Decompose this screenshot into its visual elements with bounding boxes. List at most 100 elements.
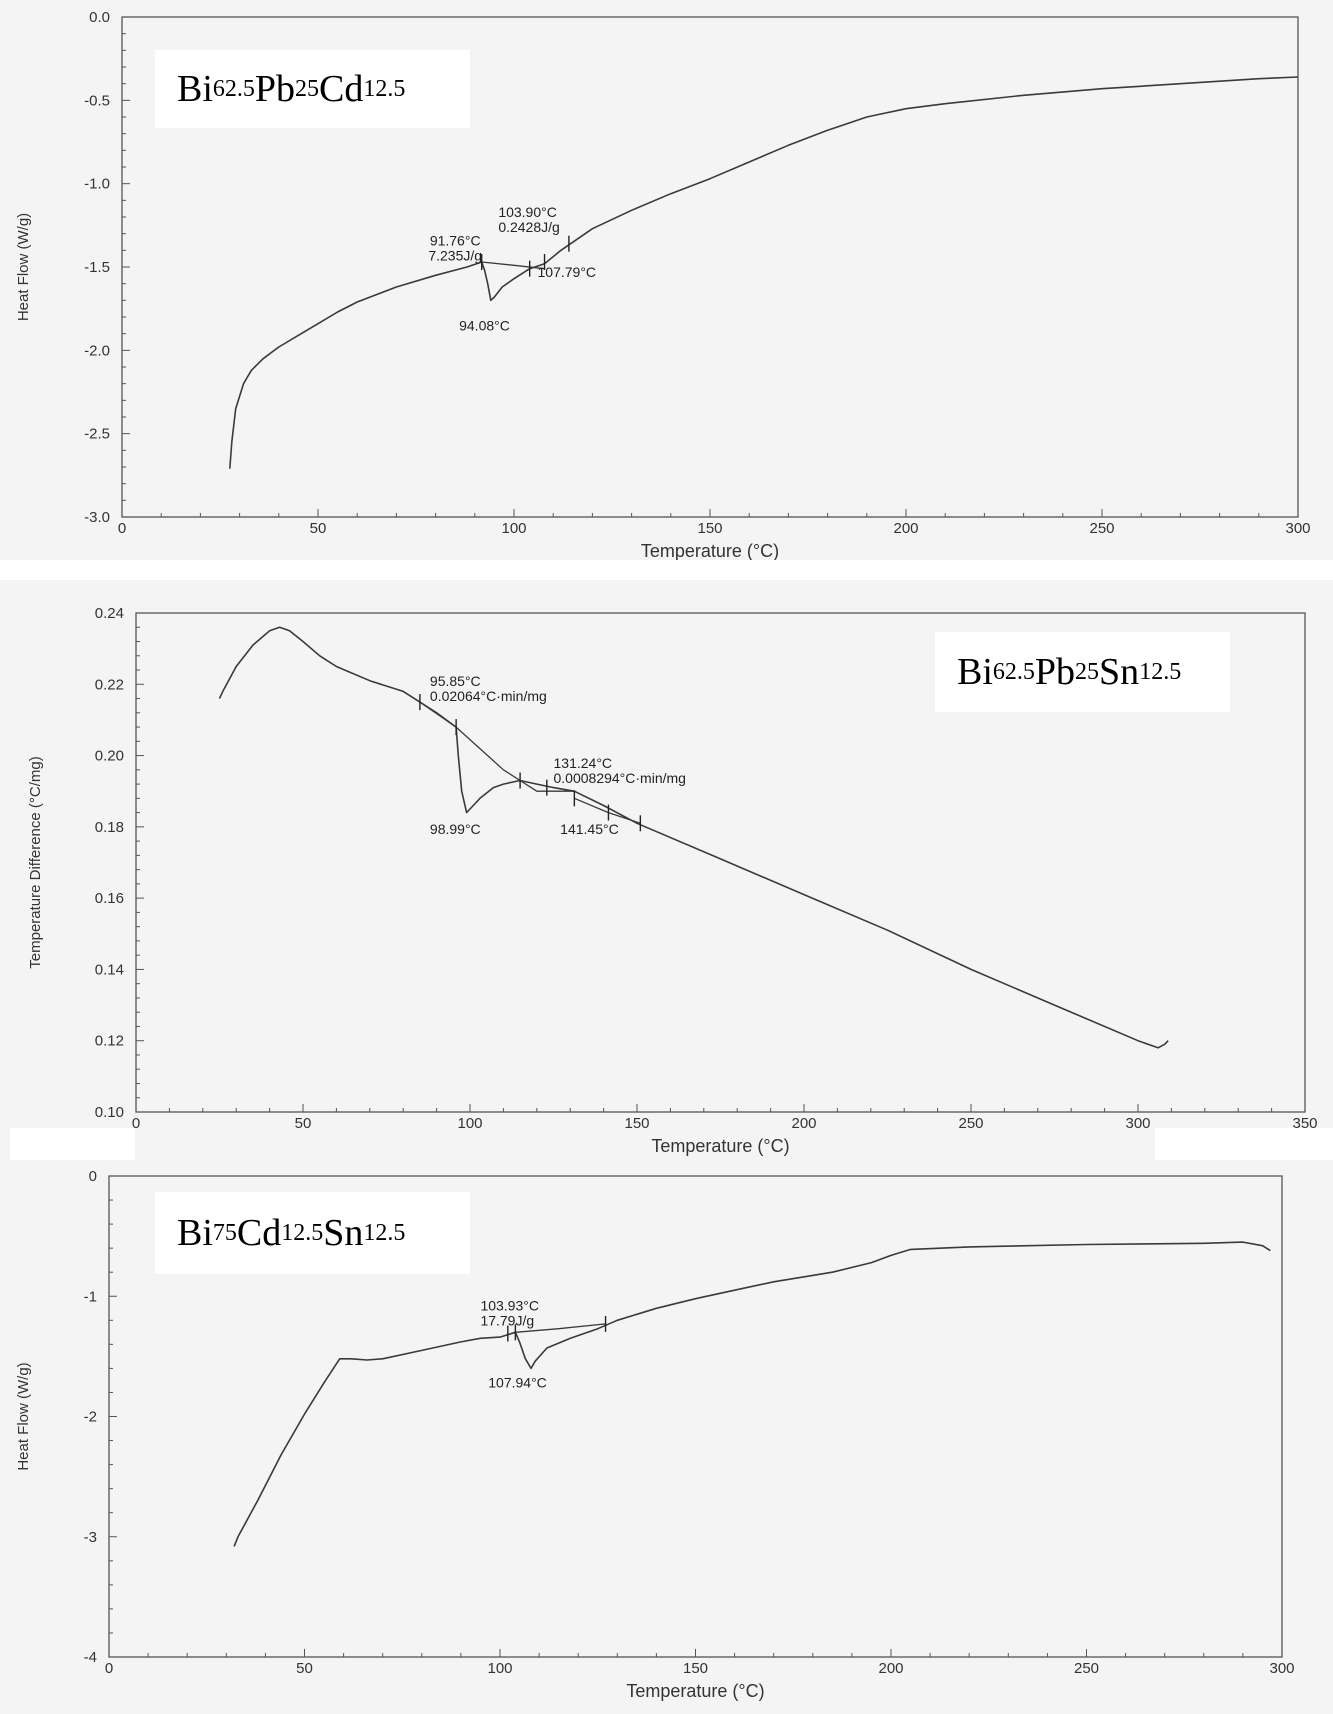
annotation-line: 7.235J/g — [428, 247, 482, 263]
baseline-construction-line — [515, 1323, 606, 1333]
element-symbol: Cd — [236, 1212, 282, 1254]
peak-annotation: 94.08°C — [459, 317, 510, 333]
data-series-line — [233, 1241, 1271, 1547]
x-tick-label: 200 — [878, 1660, 903, 1677]
scan-patch-right — [1155, 1128, 1333, 1160]
x-tick-label: 50 — [295, 1115, 312, 1132]
x-axis-label: Temperature (°C) — [651, 1136, 789, 1156]
element-symbol: Pb — [1034, 651, 1076, 693]
x-tick-label: 250 — [958, 1115, 983, 1132]
peak-annotation: 131.24°C 0.0008294°C·min/mg — [554, 755, 686, 786]
annotation-line: 94.08°C — [459, 317, 510, 333]
annotation-line: 103.93°C — [480, 1298, 539, 1314]
y-tick-label: 0.16 — [95, 890, 124, 907]
x-tick-label: 200 — [893, 520, 918, 537]
baseline-construction-line — [574, 797, 641, 824]
plot-frame — [135, 612, 1306, 1113]
x-tick-label: 0 — [105, 1660, 113, 1677]
peak-annotation: 103.93°C 17.79J/g — [480, 1298, 539, 1329]
element-fraction: 25 — [1075, 658, 1100, 685]
y-tick-label: -4 — [84, 1649, 97, 1666]
y-tick-label: -3.0 — [84, 509, 110, 526]
x-tick-label: 100 — [487, 1660, 512, 1677]
annotation-line: 103.90°C — [498, 204, 557, 220]
peak-annotation: 95.85°C 0.02064°C·min/mg — [430, 673, 547, 704]
annotation-line: 98.99°C — [430, 821, 481, 837]
y-tick-label: -0.5 — [84, 92, 110, 109]
y-tick-label: -2.0 — [84, 342, 110, 359]
chart-bi-cd-sn: 0 50 100 150 200 250 300 0 -1 -2 -3 -4 Temperature (… — [15, 1168, 1295, 1701]
y-axis-label: Temperature Difference (°C/mg) — [27, 756, 44, 968]
y-tick-label: 0.10 — [95, 1104, 124, 1121]
x-tick-label: 150 — [697, 520, 722, 537]
annotation-line: 0.0008294°C·min/mg — [554, 770, 686, 786]
y-tick-label: -1 — [84, 1288, 97, 1305]
x-tick-label: 0 — [118, 520, 126, 537]
annotation-line: 107.94°C — [488, 1375, 547, 1391]
x-tick-label: 300 — [1269, 1660, 1294, 1677]
y-tick-label: -1.0 — [84, 176, 110, 193]
x-axis-label: Temperature (°C) — [626, 1681, 764, 1701]
element-fraction: 25 — [295, 75, 320, 102]
alloy-label-box: Bi 62.5 Pb 25 Sn 12.5 — [935, 632, 1230, 712]
annotation-line: 95.85°C — [430, 673, 481, 689]
chart-bi-pb-sn: 0 50 100 150 200 250 300 350 0.24 0.22 0.20 0.18 0.1… — [27, 605, 1318, 1156]
baseline-construction-line — [481, 261, 545, 270]
annotation-line: 131.24°C — [554, 755, 613, 771]
x-tick-label: 100 — [457, 1115, 482, 1132]
x-tick-label: 150 — [624, 1115, 649, 1132]
y-tick-label: -3 — [84, 1529, 97, 1546]
peak-annotation: 98.99°C — [430, 821, 481, 837]
peak-annotation: 141.45°C — [560, 821, 619, 837]
element-symbol: Sn — [323, 1212, 364, 1254]
baseline-construction-line — [419, 701, 457, 728]
x-tick-label: 150 — [683, 1660, 708, 1677]
element-fraction: 12.5 — [281, 1219, 324, 1246]
element-fraction: 62.5 — [992, 658, 1035, 685]
peak-annotation: 107.79°C — [538, 264, 597, 280]
chart-bi-pb-cd: 0 50 100 150 200 250 300 0.0 -0.5 -1.0 -1.5 -2.0 -2.… — [15, 9, 1311, 560]
element-fraction: 12.5 — [363, 75, 406, 102]
annotation-line: 0.02064°C·min/mg — [430, 688, 547, 704]
chart-panel-heat-flow-bi-cd-sn: 0 50 100 150 200 250 300 0 -1 -2 -3 -4 Temperature (… — [0, 1160, 1333, 1714]
chart-panel-heat-flow-bi-pb-cd: 0 50 100 150 200 250 300 0.0 -0.5 -1.0 -1.5 -2.0 -2.… — [0, 0, 1333, 560]
x-tick-label: 350 — [1292, 1115, 1317, 1132]
data-series-line — [229, 76, 1299, 469]
peak-annotation: 103.90°C 0.2428J/g — [498, 204, 560, 235]
y-tick-label: 0.24 — [95, 605, 124, 622]
element-fraction: 75 — [212, 1219, 237, 1246]
x-tick-label: 300 — [1125, 1115, 1150, 1132]
y-tick-label: 0.0 — [89, 9, 110, 26]
element-fraction: 12.5 — [363, 1219, 406, 1246]
y-tick-label: 0.12 — [95, 1033, 124, 1050]
annotation-line: 17.79J/g — [480, 1313, 534, 1329]
x-tick-label: 300 — [1285, 520, 1310, 537]
x-tick-label: 250 — [1074, 1660, 1099, 1677]
element-fraction: 12.5 — [1139, 658, 1182, 685]
chart-panel-temperature-difference-bi-pb-sn: 0 50 100 150 200 250 300 350 0.24 0.22 0.20 0.18 0.1… — [0, 580, 1333, 1160]
y-tick-label: -1.5 — [84, 259, 110, 276]
annotation-line: 0.2428J/g — [498, 219, 560, 235]
x-tick-label: 200 — [791, 1115, 816, 1132]
x-tick-label: 0 — [132, 1115, 140, 1132]
y-tick-label: -2.5 — [84, 426, 110, 443]
annotation-line: 107.79°C — [538, 264, 597, 280]
scan-gap — [0, 560, 1333, 580]
y-tick-label: 0.20 — [95, 748, 124, 765]
alloy-label-box: Bi 62.5 Pb 25 Cd 12.5 — [155, 50, 470, 128]
data-series-line — [218, 626, 1169, 1049]
y-tick-label: 0 — [89, 1168, 97, 1185]
element-symbol: Bi — [177, 68, 213, 110]
x-tick-label: 50 — [310, 520, 327, 537]
y-tick-label: 0.18 — [95, 819, 124, 836]
element-symbol: Pb — [254, 68, 296, 110]
x-axis-label: Temperature (°C) — [641, 541, 779, 560]
alloy-label-box: Bi 75 Cd 12.5 Sn 12.5 — [155, 1192, 470, 1274]
element-symbol: Bi — [177, 1212, 213, 1254]
x-tick-label: 50 — [296, 1660, 313, 1677]
element-symbol: Cd — [319, 68, 364, 110]
y-tick-label: 0.22 — [95, 676, 124, 693]
y-axis-label: Heat Flow (W/g) — [15, 1362, 32, 1470]
element-fraction: 62.5 — [212, 75, 255, 102]
x-tick-label: 100 — [501, 520, 526, 537]
